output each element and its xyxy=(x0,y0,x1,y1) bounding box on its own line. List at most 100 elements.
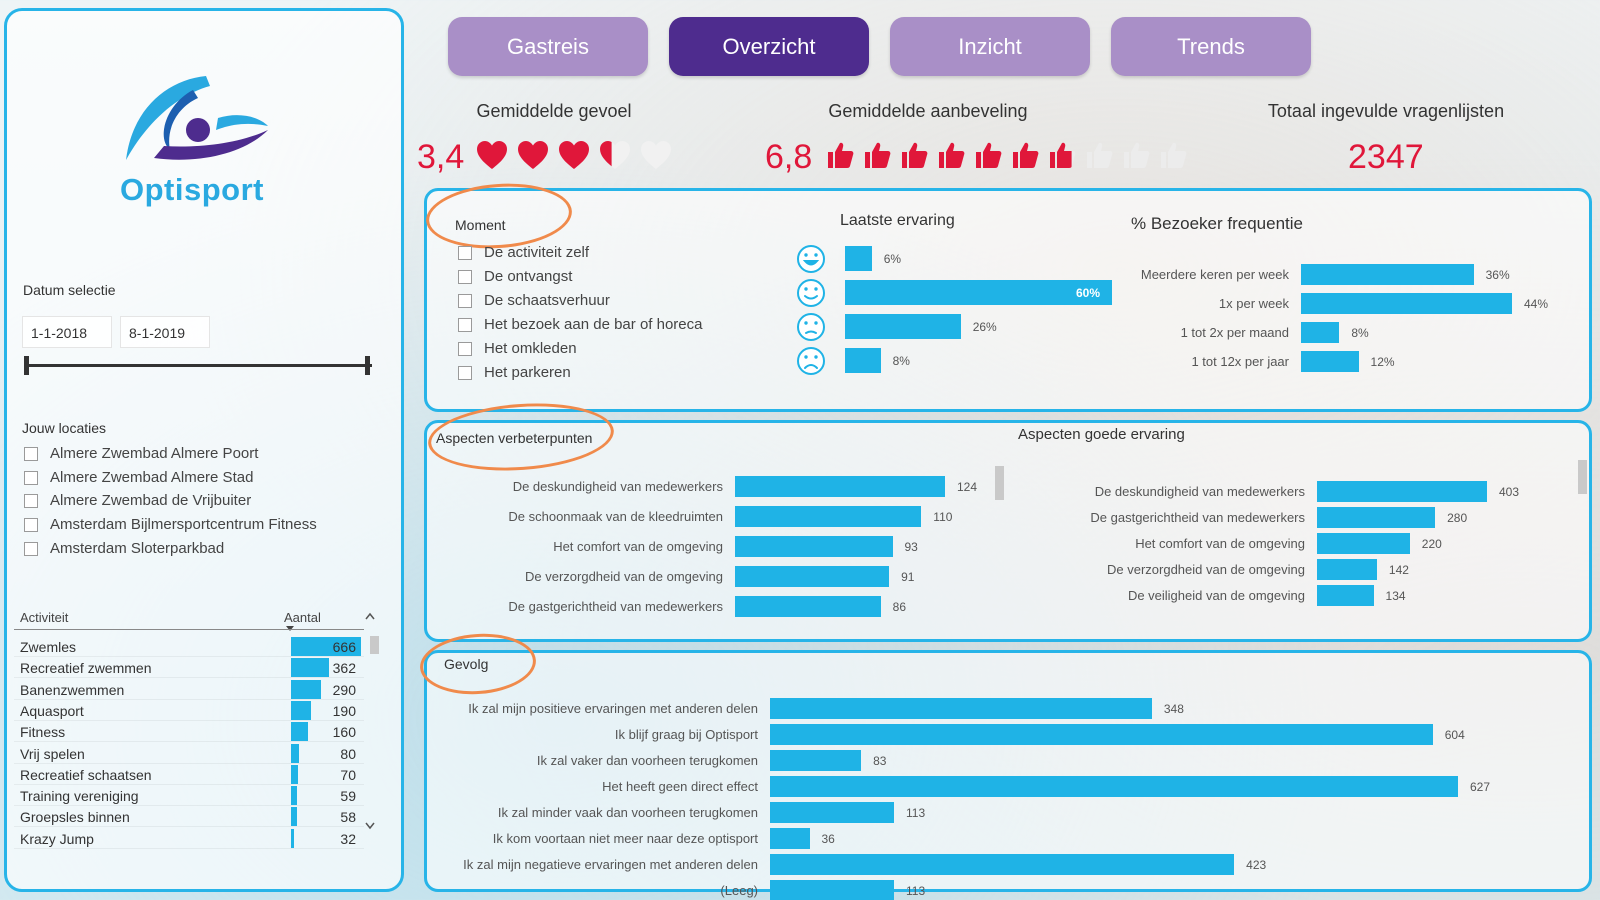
moment-option[interactable]: Het bezoek aan de bar of horeca xyxy=(458,316,702,333)
bar[interactable] xyxy=(1301,322,1340,343)
date-to-input[interactable]: 8-1-2019 xyxy=(120,316,210,348)
tab-overzicht[interactable]: Overzicht xyxy=(669,17,869,76)
tab-trends[interactable]: Trends xyxy=(1111,17,1311,76)
thumbs-up-icon xyxy=(976,142,1002,168)
bar[interactable] xyxy=(735,476,945,497)
table-row[interactable]: Aquasport 190 xyxy=(14,700,364,721)
table-row[interactable]: Krazy Jump 32 xyxy=(14,828,364,849)
bar-value: 142 xyxy=(1388,562,1409,577)
location-option[interactable]: Amsterdam Bijlmersportcentrum Fitness xyxy=(24,516,317,533)
tab-inzicht[interactable]: Inzicht xyxy=(890,17,1090,76)
checkbox[interactable] xyxy=(458,269,472,284)
bar[interactable] xyxy=(770,698,1152,719)
location-option[interactable]: Almere Zwembad de Vrijbuiter xyxy=(24,492,251,509)
activity-column-header[interactable]: Activiteit xyxy=(20,610,69,625)
bar[interactable] xyxy=(1317,559,1377,580)
optisport-logo xyxy=(126,76,268,160)
checkbox[interactable] xyxy=(458,365,472,380)
checkbox[interactable] xyxy=(458,317,472,332)
thumbs-rating xyxy=(824,140,1189,170)
thumbs-up-icon xyxy=(1124,142,1150,168)
bar[interactable] xyxy=(845,246,872,271)
bar[interactable] xyxy=(770,854,1235,875)
checkbox[interactable] xyxy=(458,341,472,356)
table-scrollbar-thumb[interactable] xyxy=(370,636,379,654)
bar[interactable] xyxy=(735,566,890,587)
table-row[interactable]: Training vereniging 59 xyxy=(14,785,364,807)
checkbox[interactable] xyxy=(24,470,38,485)
scroll-up-icon[interactable] xyxy=(365,612,375,620)
bar[interactable] xyxy=(770,724,1433,745)
checkbox[interactable] xyxy=(458,293,472,308)
moment-label: Moment xyxy=(455,217,506,233)
checkbox[interactable] xyxy=(458,245,472,260)
bar[interactable] xyxy=(845,348,881,373)
activity-count-bar xyxy=(291,658,330,678)
kpi-total-value: 2347 xyxy=(1348,138,1424,176)
bar-label: Ik blijf graag bij Optisport xyxy=(614,726,758,742)
thumbs-up-icon xyxy=(865,142,891,168)
bar[interactable] xyxy=(735,536,893,557)
sort-desc-icon[interactable] xyxy=(286,626,294,632)
location-option[interactable]: Almere Zwembad Almere Poort xyxy=(24,445,258,462)
location-option[interactable]: Amsterdam Sloterparkbad xyxy=(24,540,224,557)
date-from-input[interactable]: 1-1-2018 xyxy=(22,316,112,348)
table-row[interactable]: Zwemles 666 xyxy=(14,636,364,657)
bar[interactable] xyxy=(770,776,1458,797)
bar[interactable] xyxy=(735,506,922,527)
count-column-header[interactable]: Aantal xyxy=(284,610,321,625)
table-row[interactable]: Recreatief schaatsen 70 xyxy=(14,764,364,785)
bar[interactable] xyxy=(770,802,894,823)
activity-name: Vrij spelen xyxy=(20,745,85,762)
bar[interactable] xyxy=(1317,533,1410,554)
date-selection-label: Datum selectie xyxy=(23,282,116,298)
scroll-down-icon[interactable] xyxy=(365,822,375,830)
moment-option[interactable]: Het omkleden xyxy=(458,340,577,357)
checkbox[interactable] xyxy=(24,517,38,532)
bar[interactable] xyxy=(1317,481,1487,502)
date-slider-track[interactable] xyxy=(26,364,372,367)
table-row[interactable]: Recreatief zwemmen 362 xyxy=(14,657,364,679)
goede-ervaring-scrollbar[interactable] xyxy=(1578,460,1587,494)
bar[interactable] xyxy=(770,880,894,900)
moment-option[interactable]: Het parkeren xyxy=(458,364,571,381)
bar[interactable] xyxy=(845,314,961,339)
bar[interactable] xyxy=(845,280,1112,305)
bar[interactable] xyxy=(1301,293,1512,314)
bar-value: 44% xyxy=(1524,296,1549,311)
thumbs-up-icon xyxy=(828,142,854,168)
moment-option[interactable]: De ontvangst xyxy=(458,268,572,285)
bar-label: Ik zal mijn positieve ervaringen met and… xyxy=(468,700,758,716)
checkbox[interactable] xyxy=(24,446,38,461)
tab-gastreis[interactable]: Gastreis xyxy=(448,17,648,76)
location-option[interactable]: Almere Zwembad Almere Stad xyxy=(24,469,253,486)
bar-value: 60% xyxy=(1076,285,1101,300)
date-slider-start-handle[interactable] xyxy=(24,356,29,375)
bar-value: 93 xyxy=(904,539,918,554)
bar-label: (Leeg) xyxy=(720,882,758,898)
bar-value: 83 xyxy=(873,753,887,768)
bar[interactable] xyxy=(1317,507,1436,528)
bar-label: Meerdere keren per week xyxy=(1140,266,1289,282)
kpi-feeling-value: 3,4 xyxy=(417,138,465,176)
bar-label: Ik zal mijn negatieve ervaringen met and… xyxy=(463,856,758,872)
moment-option[interactable]: De activiteit zelf xyxy=(458,244,589,261)
checkbox[interactable] xyxy=(24,493,38,508)
bar[interactable] xyxy=(735,596,881,617)
checkbox[interactable] xyxy=(24,541,38,556)
verbeterpunten-scrollbar[interactable] xyxy=(995,466,1004,500)
bar[interactable] xyxy=(1301,264,1474,285)
activity-count-value: 59 xyxy=(340,788,356,805)
table-row[interactable]: Groepsles binnen 58 xyxy=(14,806,364,828)
moment-option[interactable]: De schaatsverhuur xyxy=(458,292,610,309)
table-row[interactable]: Fitness 160 xyxy=(14,721,364,743)
bar[interactable] xyxy=(1301,351,1359,372)
aspecten-panel xyxy=(424,420,1592,642)
date-slider-end-handle[interactable] xyxy=(365,356,370,375)
table-row[interactable]: Vrij spelen 80 xyxy=(14,743,364,764)
bar[interactable] xyxy=(770,750,862,771)
bar[interactable] xyxy=(770,828,810,849)
bar[interactable] xyxy=(1317,585,1374,606)
table-row[interactable]: Banenzwemmen 290 xyxy=(14,679,364,700)
bar-label: Ik zal minder vaak dan voorheen terugkom… xyxy=(497,804,758,820)
